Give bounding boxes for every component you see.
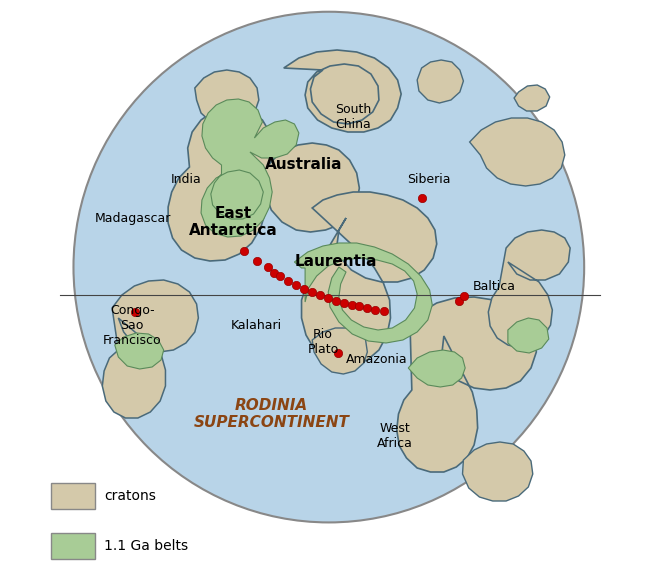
Polygon shape	[397, 297, 537, 472]
Polygon shape	[488, 230, 570, 348]
Polygon shape	[115, 333, 164, 369]
Polygon shape	[508, 318, 549, 353]
Text: cratons: cratons	[104, 489, 156, 503]
Text: East
Antarctica: East Antarctica	[189, 205, 277, 238]
Text: India: India	[171, 173, 201, 185]
Polygon shape	[463, 442, 533, 501]
Text: Congo-
Sao
Francisco: Congo- Sao Francisco	[103, 304, 162, 348]
Polygon shape	[284, 50, 401, 132]
Polygon shape	[201, 99, 299, 237]
Polygon shape	[470, 118, 565, 186]
Text: Amazonia: Amazonia	[346, 353, 408, 366]
Polygon shape	[294, 243, 432, 343]
Polygon shape	[195, 70, 259, 127]
Text: West
Africa: West Africa	[377, 421, 412, 450]
Polygon shape	[409, 350, 465, 387]
Text: Kalahari: Kalahari	[231, 319, 282, 332]
Text: South
China: South China	[335, 103, 372, 131]
Polygon shape	[168, 108, 359, 261]
FancyBboxPatch shape	[51, 483, 95, 509]
Polygon shape	[102, 280, 199, 418]
Polygon shape	[312, 328, 368, 374]
Text: Siberia: Siberia	[407, 173, 450, 186]
Polygon shape	[302, 192, 437, 365]
Text: RODINIA
SUPERCONTINENT: RODINIA SUPERCONTINENT	[193, 397, 349, 430]
Text: Australia: Australia	[265, 157, 343, 172]
Text: 1.1 Ga belts: 1.1 Ga belts	[104, 539, 188, 553]
FancyBboxPatch shape	[51, 533, 95, 559]
Text: Rio
Plato: Rio Plato	[308, 328, 339, 356]
Ellipse shape	[73, 12, 584, 522]
Text: Baltica: Baltica	[473, 280, 516, 293]
Polygon shape	[417, 60, 463, 103]
Polygon shape	[514, 85, 550, 111]
Text: Laurentia: Laurentia	[294, 254, 377, 269]
Text: Madagascar: Madagascar	[95, 212, 172, 225]
